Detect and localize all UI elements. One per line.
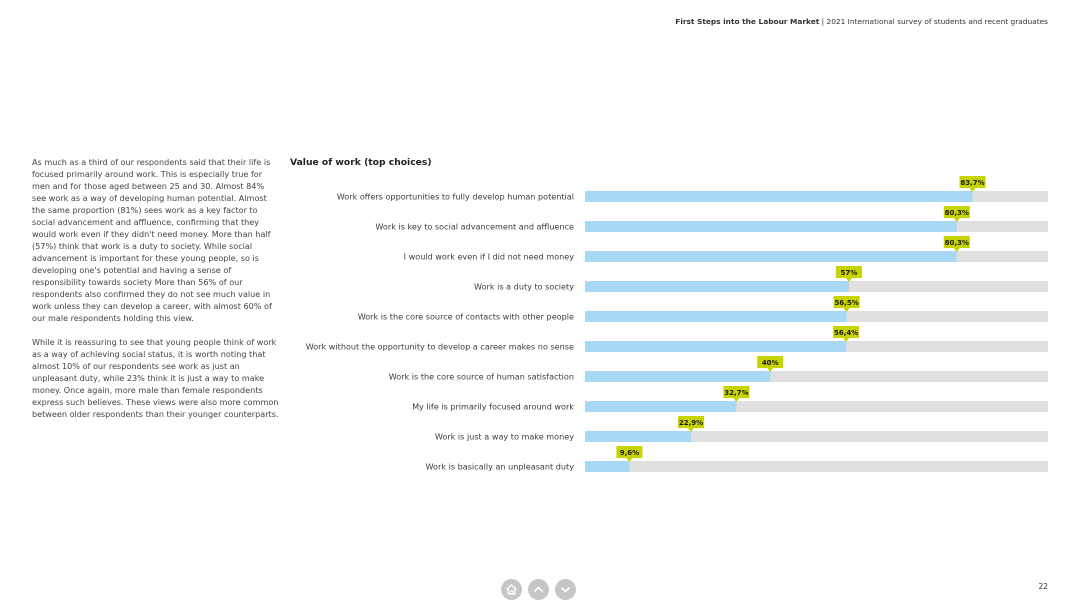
category-label: Work is just a way to make money <box>435 432 574 442</box>
bar-group: I would work even if I did not need mone… <box>404 236 1048 262</box>
header-separator: | <box>819 17 827 26</box>
value-label-text: 56,5% <box>834 299 858 307</box>
bar <box>585 251 957 262</box>
value-label-bg <box>616 446 643 458</box>
value-label-text: 80,3% <box>945 209 969 217</box>
category-label: Work is a duty to society <box>474 282 574 292</box>
category-label: Work is basically an unpleasant duty <box>426 462 575 472</box>
bar-group: Work offers opportunities to fully devel… <box>337 176 1048 202</box>
value-label-bg <box>723 386 750 398</box>
value-label-pointer <box>626 458 633 462</box>
value-label: 56,5% <box>833 296 860 312</box>
bar-group: Work without the opportunity to develop … <box>306 326 1048 352</box>
value-label-pointer <box>845 278 852 282</box>
page-navigation <box>501 579 576 600</box>
report-subtitle: 2021 International survey of students an… <box>826 17 1049 26</box>
bar-group: My life is primarily focused around work… <box>412 386 1048 412</box>
bar <box>585 191 973 202</box>
home-icon <box>506 584 517 595</box>
report-title: First Steps into the Labour Market <box>675 17 820 26</box>
next-page-button[interactable] <box>555 579 576 600</box>
value-label-text: 57% <box>841 269 858 277</box>
category-label: Work is key to social advancement and af… <box>375 222 574 232</box>
value-label: 83,7% <box>959 176 986 192</box>
value-label-pointer <box>767 368 774 372</box>
paragraph-2: While it is reassuring to see that young… <box>32 337 279 419</box>
value-label: 56,4% <box>833 326 860 342</box>
bar-track <box>585 461 1048 472</box>
bar-group: Work is key to social advancement and af… <box>375 206 1048 232</box>
bar-group: Work is the core source of human satisfa… <box>389 356 1048 382</box>
bar <box>585 431 692 442</box>
value-label-text: 32,7% <box>724 389 748 397</box>
value-label: 80,3% <box>943 236 970 252</box>
body-text: As much as a third of our respondents sa… <box>32 156 280 432</box>
value-label-bg <box>833 296 860 308</box>
value-label-bg <box>833 326 860 338</box>
bar-track <box>585 371 1048 382</box>
bar <box>585 371 771 382</box>
value-label-bg <box>678 416 705 428</box>
page-header: First Steps into the Labour Market | 202… <box>675 17 1048 26</box>
bar-group: Work is just a way to make money 22,9% <box>435 416 1048 442</box>
bar <box>585 311 847 322</box>
chart-title: Value of work (top choices) <box>290 157 432 168</box>
value-label: 80,3% <box>943 206 970 222</box>
value-label: 9,6% <box>616 446 643 462</box>
value-label-text: 83,7% <box>960 179 984 187</box>
page-number: 22 <box>1038 582 1048 591</box>
value-label-text: 40% <box>762 359 779 367</box>
value-label: 22,9% <box>678 416 705 432</box>
value-label: 32,7% <box>723 386 750 402</box>
category-label: Work offers opportunities to fully devel… <box>337 192 574 202</box>
category-label: Work is the core source of contacts with… <box>358 312 574 322</box>
bar-group: Work is a duty to society 57% <box>474 266 1048 292</box>
home-button[interactable] <box>501 579 522 600</box>
value-label-pointer <box>953 218 960 222</box>
bar <box>585 401 737 412</box>
value-label-pointer <box>953 248 960 252</box>
value-label: 40% <box>757 356 784 372</box>
previous-page-button[interactable] <box>528 579 549 600</box>
value-label-text: 80,3% <box>945 239 969 247</box>
value-label: 57% <box>835 266 862 282</box>
value-label-bg <box>835 266 862 278</box>
bar-track <box>585 401 1048 412</box>
chevron-up-icon <box>534 586 543 592</box>
category-label: I would work even if I did not need mone… <box>404 252 575 262</box>
value-label-bg <box>757 356 784 368</box>
value-label-text: 56,4% <box>834 329 858 337</box>
value-label-text: 22,9% <box>679 419 703 427</box>
bar <box>585 281 849 292</box>
value-label-pointer <box>843 308 850 312</box>
category-label: Work without the opportunity to develop … <box>306 342 574 352</box>
bar <box>585 461 630 472</box>
bar <box>585 221 957 232</box>
category-label: Work is the core source of human satisfa… <box>389 372 574 382</box>
value-label-pointer <box>688 428 695 432</box>
value-label-pointer <box>969 188 976 192</box>
value-label-bg <box>943 236 970 248</box>
value-label-text: 9,6% <box>620 449 639 457</box>
value-label-pointer <box>843 338 850 342</box>
paragraph-1: As much as a third of our respondents sa… <box>32 157 272 323</box>
value-label-bg <box>959 176 986 188</box>
value-label-bg <box>943 206 970 218</box>
bar-track <box>585 431 1048 442</box>
chevron-down-icon <box>561 587 570 593</box>
bar <box>585 341 847 352</box>
bar-group: Work is basically an unpleasant duty 9,6% <box>426 446 1048 472</box>
category-label: My life is primarily focused around work <box>412 402 574 412</box>
value-label-pointer <box>733 398 740 402</box>
bar-group: Work is the core source of contacts with… <box>358 296 1048 322</box>
